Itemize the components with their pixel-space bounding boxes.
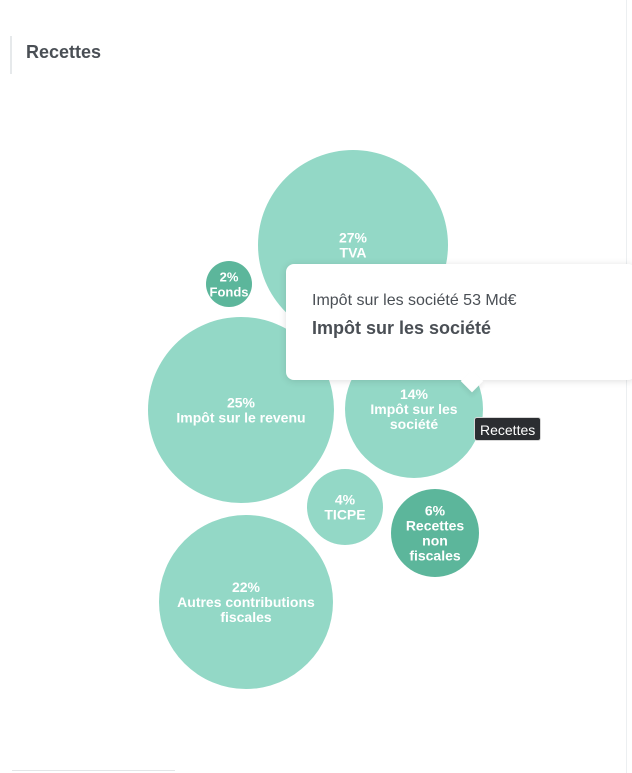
series-name-tag: Recettes [474, 417, 542, 441]
bubble-label-line: fiscales [220, 609, 272, 625]
bubble-label-autres-contributions-fiscales: 22% Autres contributions fiscales [177, 579, 315, 625]
bubble-label-recettes-non-fiscales: 6% Recettes non fiscales [406, 503, 465, 564]
bubble-percent: 6% [425, 503, 446, 519]
bubble-label-impot-sur-le-revenu: 25% Impôt sur le revenu [176, 395, 305, 426]
bottom-divider [12, 770, 175, 771]
bubble-label-line: société [390, 416, 438, 432]
bubble-autres-contributions-fiscales[interactable] [159, 515, 333, 689]
bubble-recettes-non-fiscales[interactable] [391, 489, 479, 577]
bubble-label-line: Recettes [406, 518, 465, 534]
bubble-label-fonds: 2% Fonds [210, 270, 249, 300]
tooltip-category-line: Impôt sur les société [312, 318, 492, 338]
bubble-percent: 14% [400, 386, 429, 402]
chart-title: Recettes [26, 42, 102, 62]
bubble-label-ticpe: 4% TICPE [324, 492, 365, 523]
bubble-label-line: non [422, 533, 448, 549]
bubble-label-line: Fonds [210, 285, 249, 300]
bubble-percent: 27% [339, 230, 368, 246]
bubble-label-line: TVA [340, 245, 367, 261]
bubble-percent: 2% [220, 270, 239, 285]
bubble-label-line: Autres contributions [177, 594, 315, 610]
bubble-label-line: TICPE [324, 507, 365, 523]
bubble-label-line: Impôt sur les [370, 401, 457, 417]
bubble-label-line: fiscales [409, 548, 461, 564]
tooltip-value-line: Impôt sur les société 53 Md€ [312, 292, 517, 309]
bubble-label-line: Impôt sur le revenu [176, 410, 305, 426]
bubble-label-tva: 27% TVA [339, 230, 368, 261]
title-accent-rule [10, 36, 12, 74]
bubble-ticpe[interactable] [307, 469, 383, 545]
bubble-label-impot-sur-les-societe: 14% Impôt sur les société [370, 386, 457, 432]
bubble-fonds[interactable] [206, 261, 252, 307]
bubble-percent: 4% [335, 492, 356, 508]
chart-tooltip: Impôt sur les société 53 Md€ Impôt sur l… [286, 264, 632, 380]
bubble-percent: 25% [227, 395, 256, 411]
bubble-percent: 22% [232, 579, 261, 595]
